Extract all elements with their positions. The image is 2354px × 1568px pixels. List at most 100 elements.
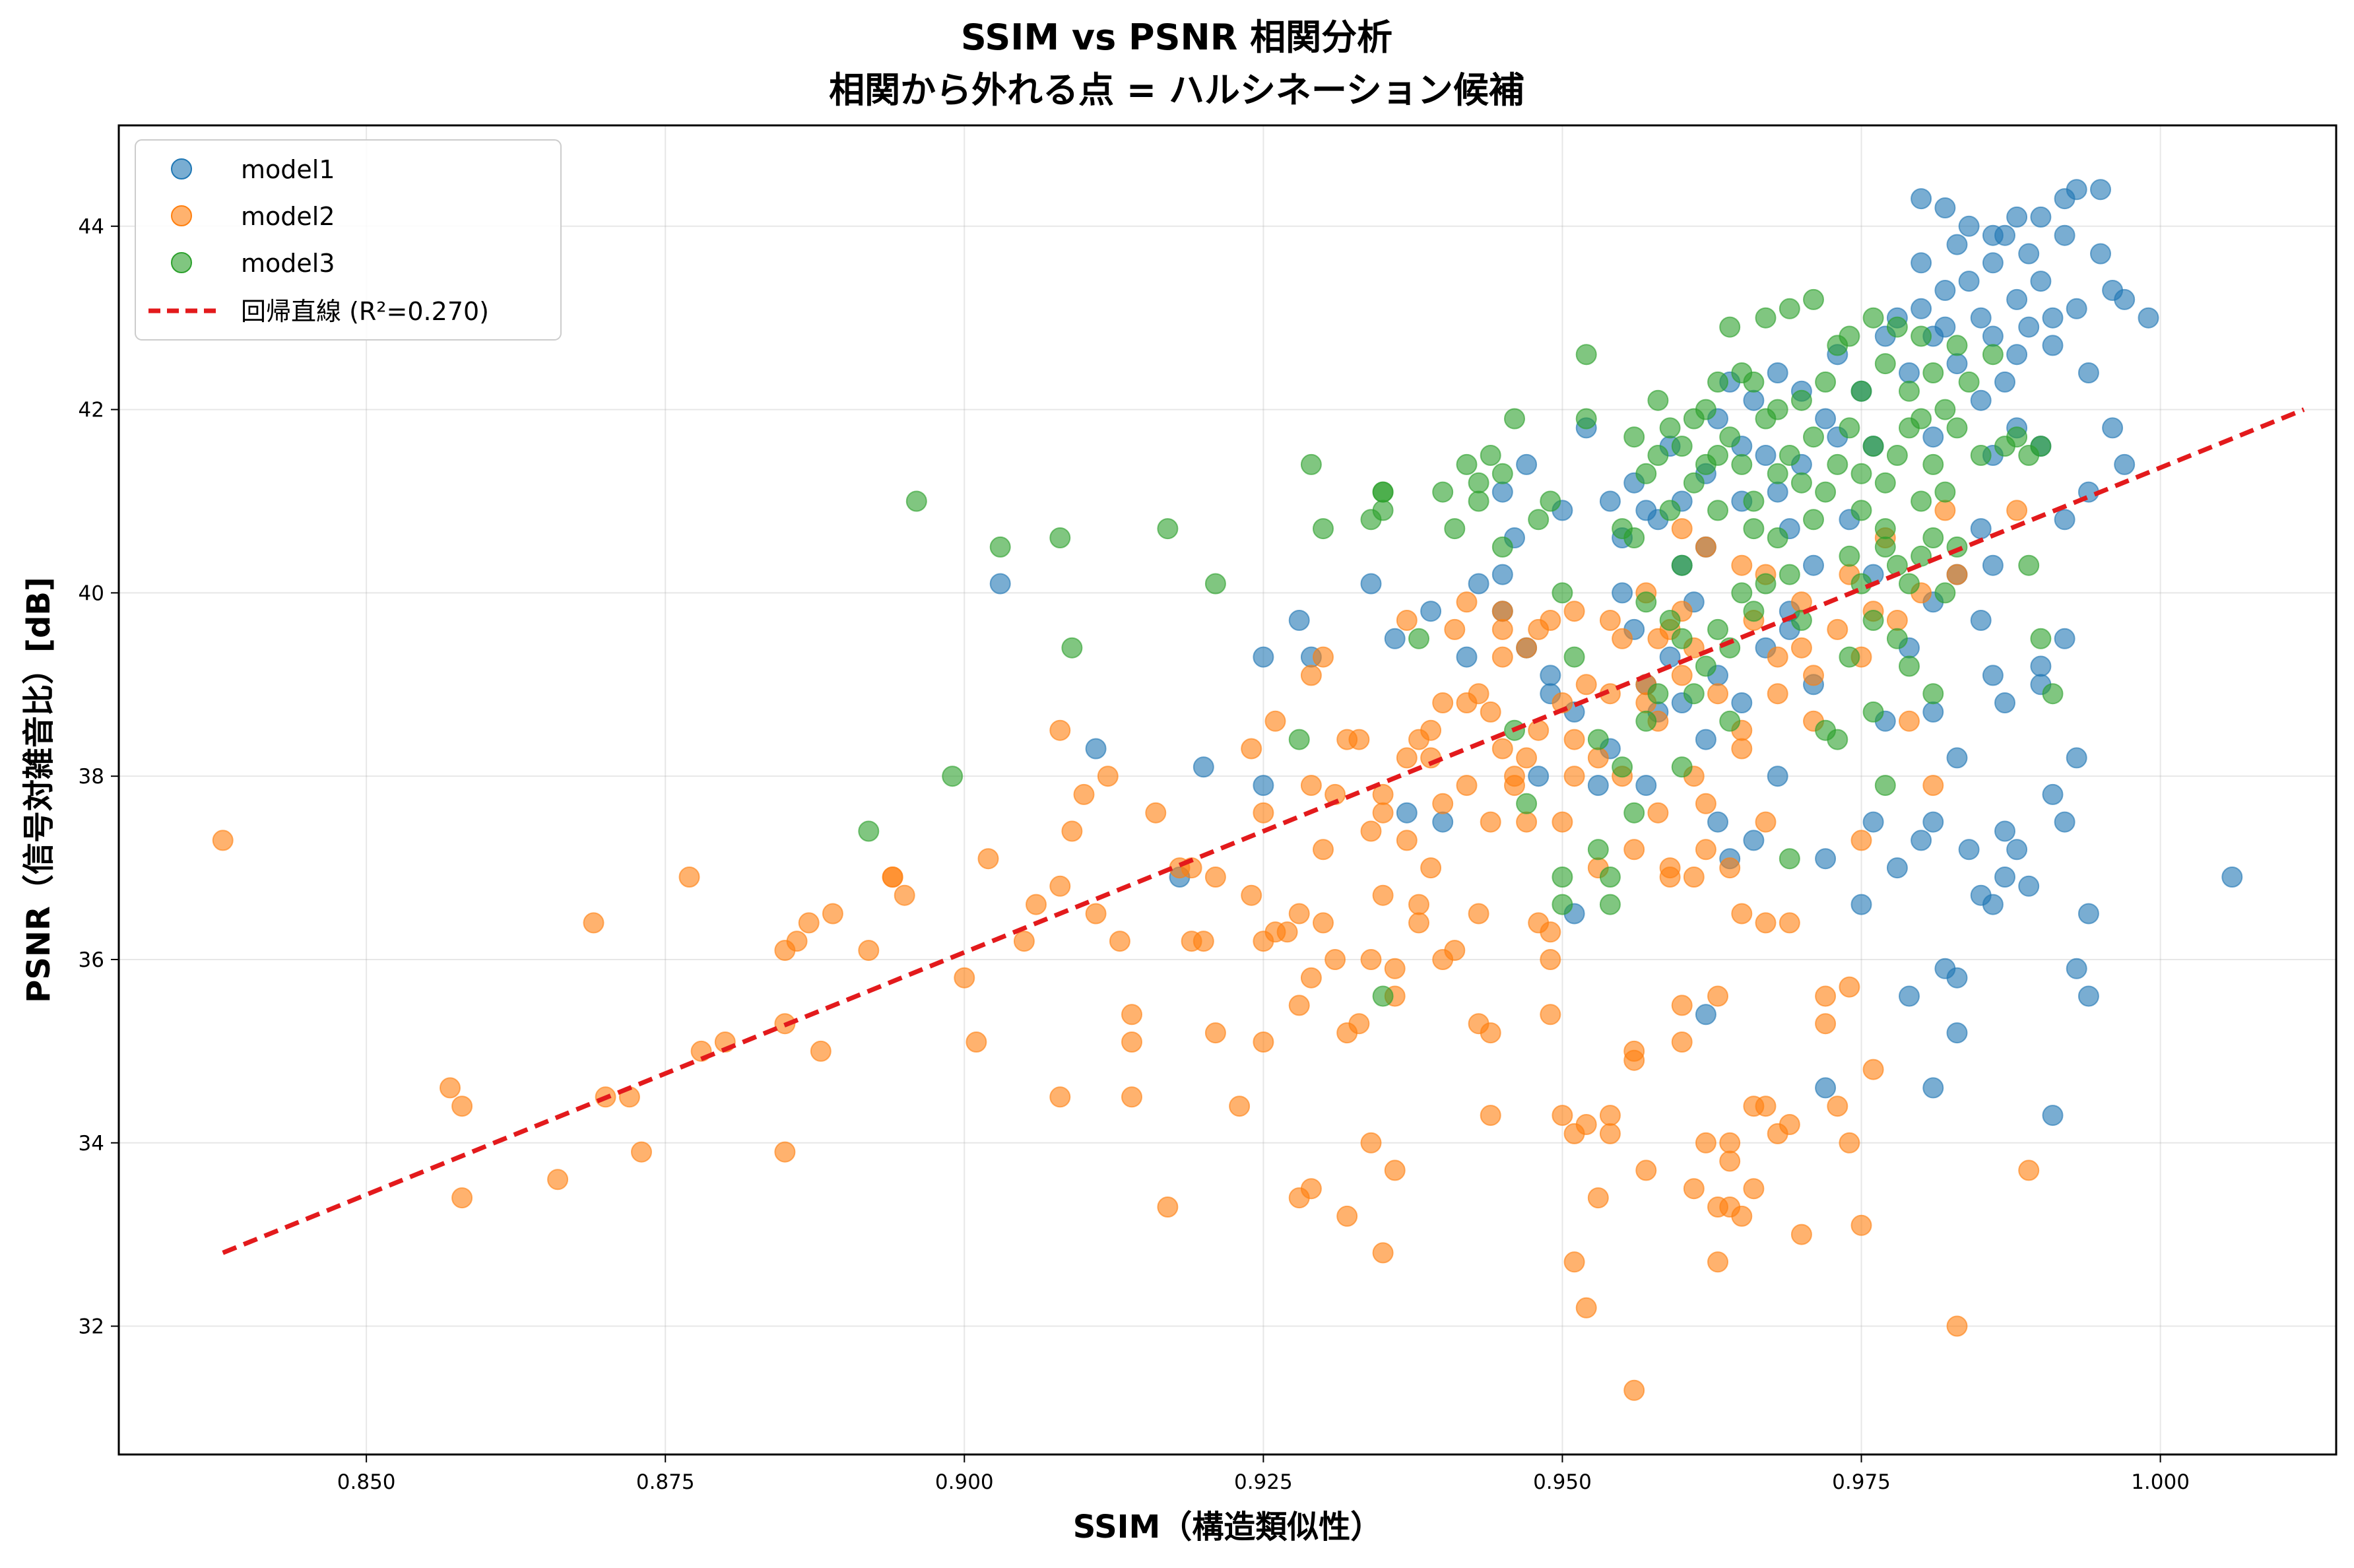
series-model2 <box>212 500 2040 1401</box>
data-point-model2 <box>1121 1004 1142 1026</box>
grid <box>119 125 2336 1454</box>
data-point-model1 <box>1911 298 1932 319</box>
x-tick-label: 0.850 <box>337 1470 396 1494</box>
data-point-model3 <box>1516 793 1538 814</box>
data-point-model3 <box>1635 463 1657 484</box>
data-point-model3 <box>1612 756 1633 778</box>
data-point-model1 <box>1850 894 1872 915</box>
data-point-model3 <box>1743 601 1765 622</box>
data-point-model3 <box>1790 389 1812 411</box>
data-point-model3 <box>1862 307 1884 329</box>
data-point-model1 <box>1815 1077 1837 1099</box>
data-point-model1 <box>1695 1004 1716 1026</box>
data-point-model3 <box>1803 288 1824 310</box>
data-point-model2 <box>1719 857 1741 879</box>
data-point-model2 <box>1491 618 1513 640</box>
legend-label-model1: model1 <box>241 155 335 184</box>
data-point-model1 <box>1922 426 1944 448</box>
data-point-model2 <box>1360 949 1382 970</box>
data-point-model1 <box>2054 811 2076 833</box>
data-point-model2 <box>1946 1315 1968 1337</box>
data-point-model3 <box>1839 545 1860 567</box>
data-point-model3 <box>1659 500 1681 521</box>
data-point-model2 <box>1755 811 1777 833</box>
data-point-model1 <box>2090 243 2111 265</box>
data-point-model2 <box>1121 1031 1142 1053</box>
x-tick-label: 0.975 <box>1832 1470 1891 1494</box>
data-point-model2 <box>1623 1049 1645 1071</box>
data-point-model3 <box>1911 490 1932 512</box>
data-point-model1 <box>2042 335 2064 356</box>
data-point-model1 <box>1612 582 1633 604</box>
data-point-model1 <box>1994 692 2015 713</box>
data-point-model2 <box>1313 912 1334 934</box>
data-point-model2 <box>1587 1187 1609 1209</box>
data-point-model2 <box>1755 1095 1777 1117</box>
data-point-model2 <box>2006 500 2028 521</box>
data-point-model3 <box>1647 683 1669 705</box>
data-point-model2 <box>1396 830 1418 851</box>
data-point-model2 <box>1587 747 1609 769</box>
data-point-model1 <box>1994 866 2015 888</box>
data-point-model3 <box>1635 710 1657 732</box>
data-point-model3 <box>1815 481 1837 503</box>
data-point-model1 <box>1899 362 1920 383</box>
data-point-model2 <box>1886 610 1908 631</box>
data-point-model1 <box>1994 820 2015 842</box>
data-point-model3 <box>1911 408 1932 430</box>
data-point-model2 <box>1313 646 1334 668</box>
data-point-model2 <box>858 940 880 962</box>
data-point-model2 <box>1300 665 1322 686</box>
data-point-model2 <box>1707 1251 1728 1273</box>
data-point-model3 <box>1779 564 1800 585</box>
data-point-model2 <box>1731 1205 1753 1227</box>
data-point-model1 <box>1934 197 1956 218</box>
data-point-model1 <box>2018 243 2040 265</box>
data-point-model3 <box>1767 463 1788 484</box>
regression-line-layer <box>222 407 2305 1255</box>
data-point-model3 <box>1671 554 1693 576</box>
data-point-model3 <box>1659 610 1681 631</box>
data-point-model2 <box>1540 1004 1561 1026</box>
data-point-model3 <box>1767 527 1788 548</box>
data-point-model1 <box>1384 628 1406 649</box>
data-point-model1 <box>1253 775 1274 797</box>
data-point-model3 <box>1803 426 1824 448</box>
data-point-model2 <box>1384 958 1406 979</box>
data-point-model3 <box>1540 490 1561 512</box>
data-point-model1 <box>1599 490 1621 512</box>
data-point-model2 <box>1480 1105 1501 1127</box>
data-point-model3 <box>1815 371 1837 393</box>
data-point-model2 <box>1061 820 1083 842</box>
data-point-model3 <box>1790 610 1812 631</box>
data-point-model2 <box>1540 610 1561 631</box>
data-point-model2 <box>1408 912 1429 934</box>
x-tick-label: 0.875 <box>636 1470 695 1494</box>
data-point-model3 <box>1886 445 1908 466</box>
y-tick-label: 36 <box>79 948 104 972</box>
data-point-model3 <box>2030 628 2052 649</box>
data-point-model2 <box>1623 1379 1645 1401</box>
data-point-model2 <box>1695 1132 1716 1154</box>
data-point-model3 <box>1587 729 1609 750</box>
data-point-model3 <box>1731 453 1753 475</box>
data-point-model2 <box>1073 783 1095 805</box>
data-point-model2 <box>1348 729 1370 750</box>
data-point-model3 <box>1719 710 1741 732</box>
data-point-model2 <box>1779 1114 1800 1135</box>
data-point-model2 <box>1563 729 1585 750</box>
data-point-model2 <box>1671 995 1693 1016</box>
data-point-model3 <box>1934 582 1956 604</box>
data-point-model2 <box>1360 820 1382 842</box>
x-axis-label: SSIM（構造類似性） <box>1073 1509 1383 1546</box>
data-point-model2 <box>1504 775 1525 797</box>
data-point-model1 <box>2030 271 2052 292</box>
data-point-model1 <box>2114 453 2136 475</box>
data-point-model2 <box>451 1095 473 1117</box>
data-point-model3 <box>1719 426 1741 448</box>
data-point-model1 <box>1253 646 1274 668</box>
data-point-model1 <box>2042 307 2064 329</box>
data-point-model2 <box>1850 1214 1872 1236</box>
data-point-model2 <box>1516 811 1538 833</box>
